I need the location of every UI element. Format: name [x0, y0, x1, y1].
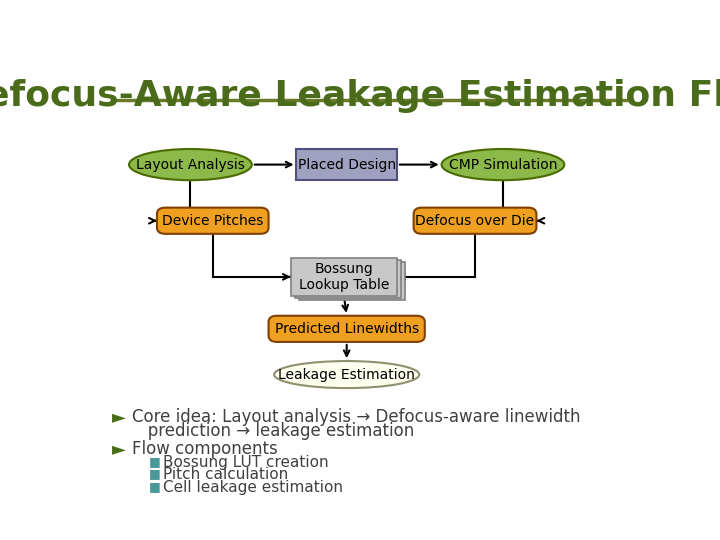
- Text: Bossung
Lookup Table: Bossung Lookup Table: [299, 262, 389, 292]
- Text: ■: ■: [148, 480, 161, 493]
- Text: ►: ►: [112, 408, 126, 426]
- FancyBboxPatch shape: [413, 207, 536, 234]
- Text: Bossung LUT creation: Bossung LUT creation: [163, 455, 328, 470]
- Text: Device Pitches: Device Pitches: [162, 214, 264, 228]
- Text: ►: ►: [112, 440, 126, 458]
- Text: prediction → leakage estimation: prediction → leakage estimation: [132, 422, 414, 441]
- Text: Placed Design: Placed Design: [297, 158, 396, 172]
- Ellipse shape: [441, 149, 564, 180]
- Text: Leakage Estimation: Leakage Estimation: [278, 368, 415, 382]
- FancyBboxPatch shape: [291, 258, 397, 295]
- FancyBboxPatch shape: [294, 260, 401, 298]
- Text: Flow components: Flow components: [132, 440, 278, 458]
- Text: ■: ■: [148, 467, 161, 480]
- Text: Predicted Linewidths: Predicted Linewidths: [274, 322, 419, 336]
- Ellipse shape: [129, 149, 252, 180]
- Text: Pitch calculation: Pitch calculation: [163, 467, 288, 482]
- FancyBboxPatch shape: [157, 207, 269, 234]
- FancyBboxPatch shape: [269, 316, 425, 342]
- Text: Layout Analysis: Layout Analysis: [136, 158, 245, 172]
- Text: Cell leakage estimation: Cell leakage estimation: [163, 480, 343, 495]
- FancyBboxPatch shape: [297, 149, 397, 180]
- Text: Core idea: Layout analysis → Defocus-aware linewidth: Core idea: Layout analysis → Defocus-awa…: [132, 408, 580, 426]
- Text: Defocus-Aware Leakage Estimation Flow: Defocus-Aware Leakage Estimation Flow: [0, 79, 720, 113]
- FancyBboxPatch shape: [299, 262, 405, 300]
- Text: Defocus over Die: Defocus over Die: [415, 214, 534, 228]
- Text: ■: ■: [148, 455, 161, 468]
- Text: CMP Simulation: CMP Simulation: [449, 158, 557, 172]
- Ellipse shape: [274, 361, 419, 388]
